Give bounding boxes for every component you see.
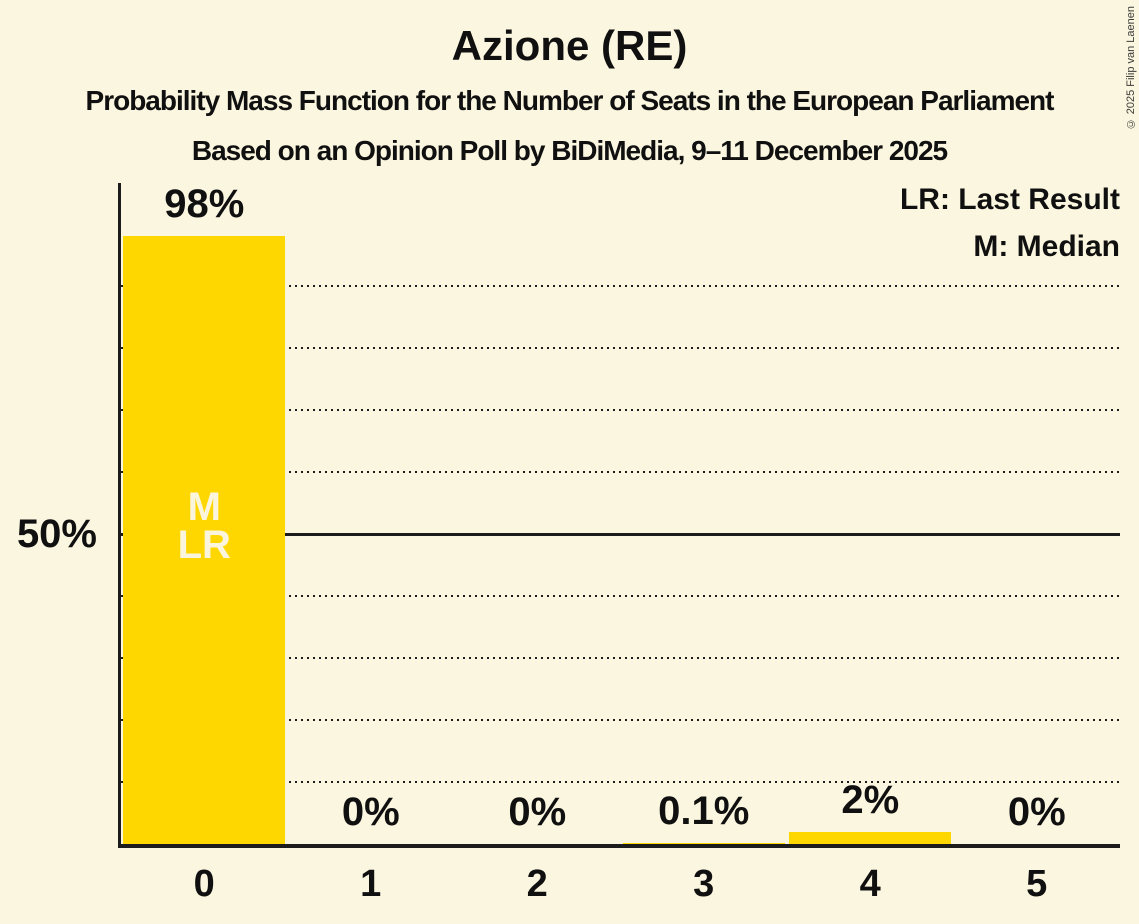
chart-source-line: Based on an Opinion Poll by BiDiMedia, 9…	[191, 135, 948, 166]
median-last-result-marker: M LR	[177, 485, 231, 567]
bar-seat-0	[123, 236, 286, 844]
x-tick-0: 0	[193, 863, 215, 905]
gridline-20pct	[121, 719, 1120, 721]
bar-seat-3	[622, 843, 785, 844]
gridline-80pct	[121, 347, 1120, 349]
value-label-seat-4: 2%	[841, 777, 900, 822]
copyright-notice: © 2025 Filip van Laenen	[1125, 6, 1137, 130]
legend-median: M: Median	[973, 230, 1120, 263]
value-label-seat-1: 0%	[341, 790, 400, 834]
x-tick-5: 5	[1026, 863, 1048, 905]
x-tick-3: 3	[693, 863, 715, 905]
gridline-60pct	[121, 471, 1120, 473]
x-axis-tick-labels: 0 1 2 3 4 5	[121, 862, 1120, 910]
gridline-30pct	[121, 657, 1120, 659]
gridline-40pct	[121, 595, 1120, 597]
y-axis-50-percent-label: 50%	[16, 512, 97, 556]
chart-subtitle: Probability Mass Function for the Number…	[85, 85, 1055, 116]
marker-line-lr: LR	[177, 523, 231, 567]
x-tick-2: 2	[526, 863, 548, 905]
bar-seat-4	[789, 831, 952, 844]
gridline-90pct	[121, 285, 1120, 287]
x-tick-1: 1	[360, 863, 382, 905]
chart-title: Azione (RE)	[451, 22, 688, 69]
value-label-seat-0: 98%	[164, 182, 245, 227]
legend-last-result: LR: Last Result	[899, 183, 1120, 216]
value-label-seat-5: 0%	[1007, 790, 1066, 834]
value-label-seat-3: 0.1%	[658, 789, 750, 834]
plot-area: 98% 0% 0% 0.1% 2% 0% M LR	[118, 183, 1120, 848]
x-tick-4: 4	[859, 863, 881, 905]
gridline-50pct	[121, 532, 1120, 536]
gridline-10pct	[121, 781, 1120, 783]
marker-line-m: M	[187, 485, 221, 529]
gridline-70pct	[121, 409, 1120, 411]
value-label-seat-2: 0%	[508, 790, 567, 834]
